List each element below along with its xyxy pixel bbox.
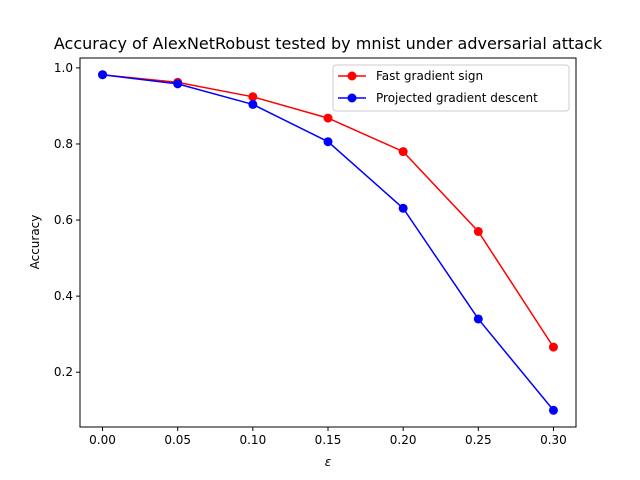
x-tick-label: 0.15 [315, 433, 342, 447]
y-axis-label: Accuracy [28, 215, 42, 270]
x-tick-label: 0.10 [239, 433, 266, 447]
x-axis-ticks: 0.00 0.05 0.10 0.15 0.20 0.25 0.30 [89, 427, 567, 447]
x-tick-label: 0.00 [89, 433, 116, 447]
data-point-fast-gradient-sign [473, 226, 483, 236]
legend-box [332, 64, 570, 112]
legend-label-fast-gradient-sign: Fast gradient sign [376, 69, 483, 83]
legend-marker-projected-gradient-descent [347, 93, 357, 103]
data-point-fast-gradient-sign [398, 147, 408, 157]
data-point-projected-gradient-descent [323, 137, 333, 147]
x-tick-label: 0.20 [390, 433, 417, 447]
y-tick-label: 0.2 [54, 365, 73, 379]
data-point-fast-gradient-sign [248, 92, 258, 102]
legend: Fast gradient sign Projected gradient de… [332, 64, 570, 112]
data-point-fast-gradient-sign [548, 342, 558, 352]
y-axis-ticks: 0.2 0.4 0.6 0.8 1.0 [54, 61, 80, 379]
x-tick-label: 0.25 [465, 433, 492, 447]
data-point-projected-gradient-descent [98, 70, 108, 80]
legend-label-projected-gradient-descent: Projected gradient descent [376, 91, 538, 105]
data-point-projected-gradient-descent [248, 99, 258, 109]
x-tick-label: 0.05 [164, 433, 191, 447]
y-tick-label: 1.0 [54, 61, 73, 75]
data-point-projected-gradient-descent [548, 405, 558, 415]
y-tick-label: 0.8 [54, 137, 73, 151]
data-point-projected-gradient-descent [473, 314, 483, 324]
data-point-fast-gradient-sign [323, 113, 333, 123]
data-point-projected-gradient-descent [173, 79, 183, 89]
y-tick-label: 0.6 [54, 213, 73, 227]
plot-area: 0.00 0.05 0.10 0.15 0.20 0.25 0.30 0.20.40.60.… [54, 57, 577, 447]
x-axis-label: ε [325, 455, 332, 469]
legend-marker-fast-gradient-sign [347, 71, 357, 81]
y-tick-label: 0.4 [54, 289, 73, 303]
series-layer [98, 70, 558, 415]
data-point-projected-gradient-descent [398, 203, 408, 213]
chart-title: Accuracy of AlexNetRobust tested by mnis… [54, 34, 603, 53]
x-tick-label: 0.30 [540, 433, 567, 447]
